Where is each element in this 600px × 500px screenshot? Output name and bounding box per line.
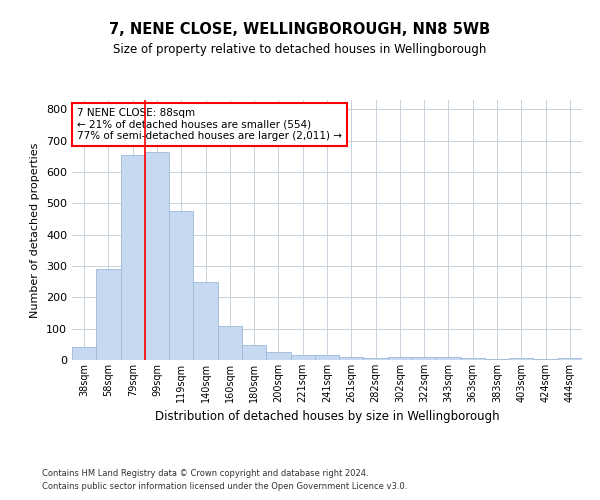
Text: Contains HM Land Registry data © Crown copyright and database right 2024.: Contains HM Land Registry data © Crown c… <box>42 468 368 477</box>
Text: 7, NENE CLOSE, WELLINGBOROUGH, NN8 5WB: 7, NENE CLOSE, WELLINGBOROUGH, NN8 5WB <box>109 22 491 38</box>
Bar <box>193 282 218 360</box>
Text: Contains public sector information licensed under the Open Government Licence v3: Contains public sector information licen… <box>42 482 407 491</box>
Bar <box>388 357 412 360</box>
Bar <box>96 269 121 360</box>
Bar <box>242 345 266 360</box>
Bar <box>290 356 315 360</box>
X-axis label: Distribution of detached houses by size in Wellingborough: Distribution of detached houses by size … <box>155 410 499 424</box>
Y-axis label: Number of detached properties: Number of detached properties <box>31 142 40 318</box>
Bar <box>266 352 290 360</box>
Bar <box>72 346 96 360</box>
Text: Size of property relative to detached houses in Wellingborough: Size of property relative to detached ho… <box>113 42 487 56</box>
Bar <box>461 358 485 360</box>
Text: 7 NENE CLOSE: 88sqm
← 21% of detached houses are smaller (554)
77% of semi-detac: 7 NENE CLOSE: 88sqm ← 21% of detached ho… <box>77 108 342 141</box>
Bar <box>169 211 193 360</box>
Bar <box>412 358 436 360</box>
Bar <box>509 358 533 360</box>
Bar <box>121 155 145 360</box>
Bar <box>315 356 339 360</box>
Bar <box>145 152 169 360</box>
Bar <box>436 358 461 360</box>
Bar <box>339 358 364 360</box>
Bar <box>218 326 242 360</box>
Bar <box>364 358 388 360</box>
Bar <box>558 358 582 360</box>
